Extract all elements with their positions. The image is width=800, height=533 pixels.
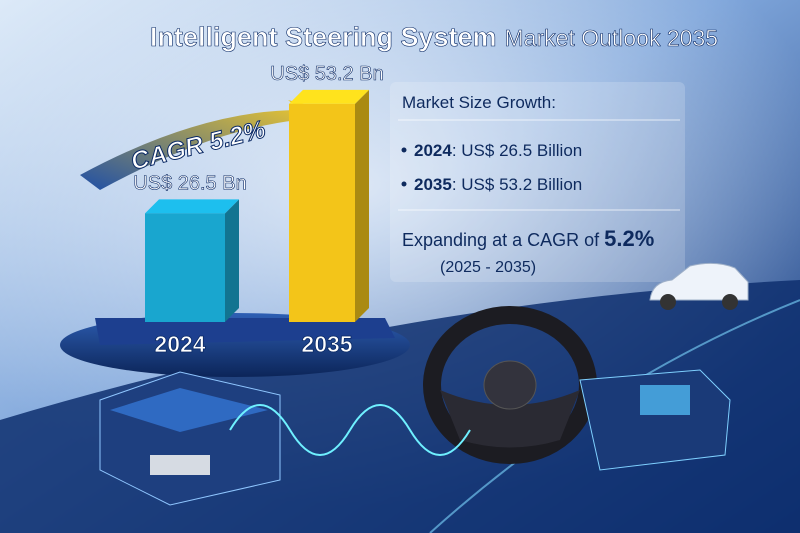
summary-year: 2035 [414,175,452,194]
title-sub: Market Outlook 2035 [505,25,719,51]
bar-side [225,199,239,322]
bar-side [355,89,369,322]
title-main: Intelligent Steering System [150,22,497,52]
bar-value-label: US$ 26.5 Bn [133,172,246,194]
bar [289,103,355,322]
summary-item: 2024: US$ 26.5 Billion [414,141,582,160]
bar-group [289,89,369,322]
car [649,262,749,310]
cagr-line: Expanding at a CAGR of 5.2% [402,226,654,251]
summary-item: 2035: US$ 53.2 Billion [414,175,582,194]
bullet [401,147,407,153]
bar-value-label: US$ 53.2 Bn [270,63,383,85]
summary-text: : US$ 26.5 Billion [452,141,582,160]
summary-panel [390,82,685,282]
bar [145,213,225,322]
summary-text: : US$ 53.2 Billion [452,175,582,194]
x-tick-label: 2035 [301,331,352,357]
steering-wheel [423,306,597,464]
bar-group [145,199,239,322]
dashboard-module [579,369,731,471]
cagr-period: (2025 - 2035) [440,259,536,276]
cagr-value: 5.2% [604,226,654,251]
bar-top [145,199,239,214]
x-tick-label: 2024 [154,331,205,357]
growth-arrow [80,100,320,190]
platform-top [95,318,395,345]
bullet [401,181,407,187]
bar-top [289,89,369,104]
control-unit [99,371,281,506]
signal-wave [229,404,471,456]
summary-heading: Market Size Growth: [402,93,556,112]
summary-year: 2024 [414,141,452,160]
title: Intelligent Steering System Market Outloo… [150,22,718,52]
cagr-phrase: Expanding at a CAGR of [402,230,604,250]
